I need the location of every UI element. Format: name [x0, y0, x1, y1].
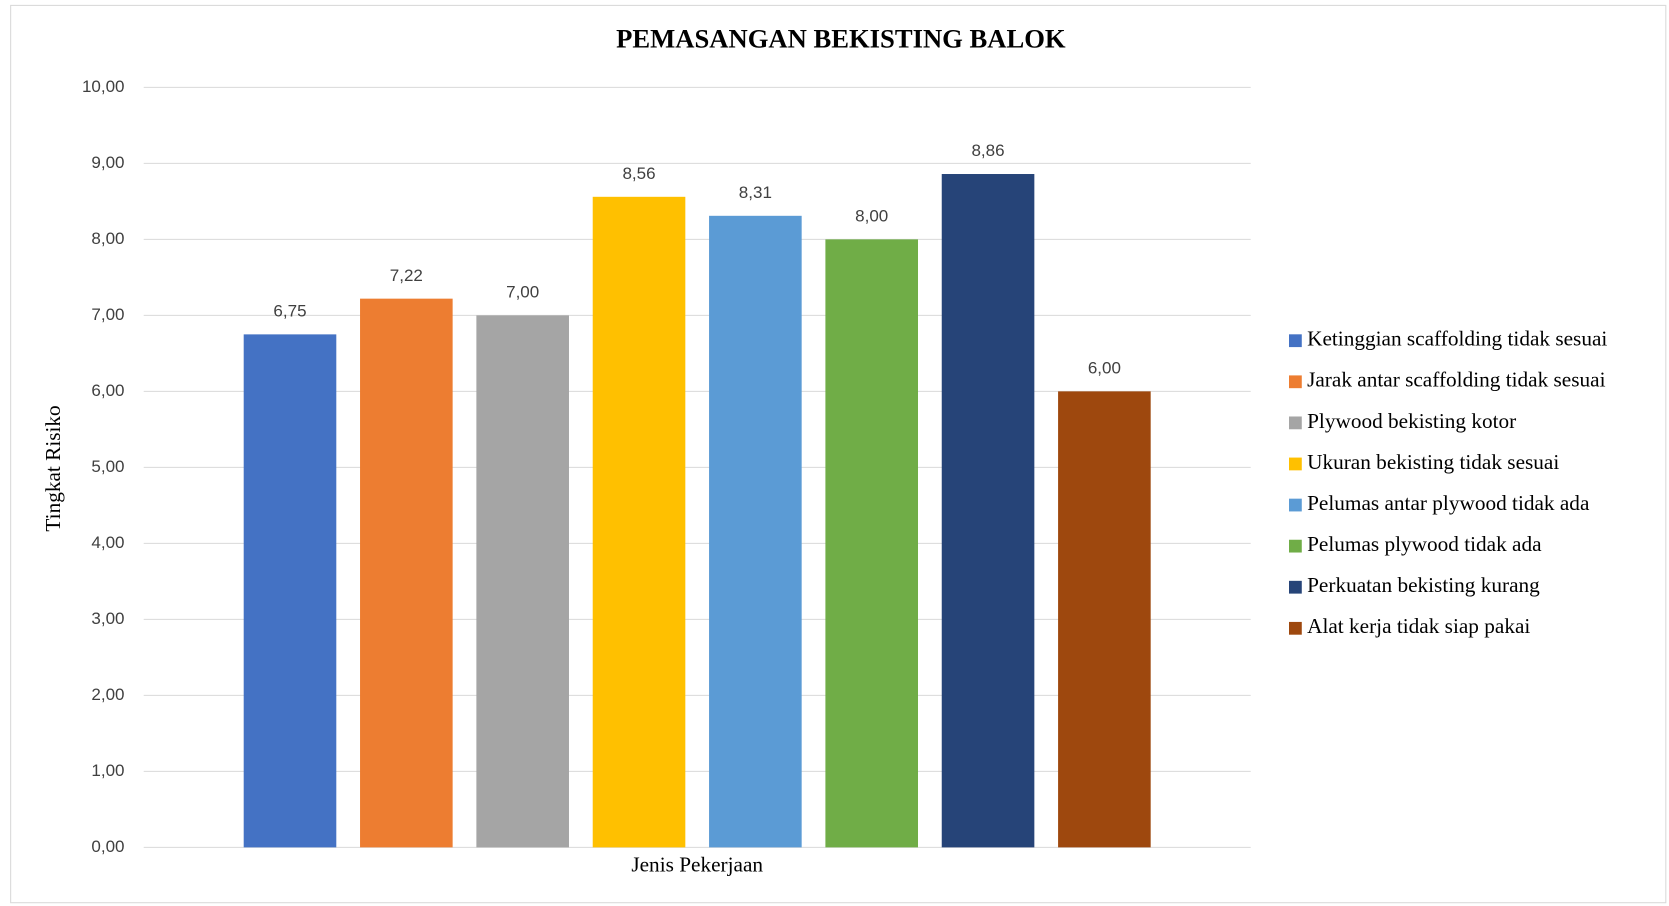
data-label: 8,31 — [739, 183, 772, 202]
legend-label: Ukuran bekisting tidak sesuai — [1307, 450, 1559, 474]
y-tick-label: 3,00 — [91, 609, 124, 628]
y-tick-label: 5,00 — [91, 457, 124, 476]
y-tick-label: 10,00 — [82, 77, 125, 96]
legend-label: Ketinggian scaffolding tidak sesuai — [1307, 327, 1607, 351]
data-label: 8,00 — [855, 207, 888, 226]
bar — [592, 196, 686, 848]
legend-swatch — [1289, 580, 1302, 594]
legend-label: Jarak antar scaffolding tidak sesuai — [1307, 368, 1605, 392]
legend-swatch — [1289, 457, 1302, 471]
legend-label: Perkuatan bekisting kurang — [1307, 573, 1540, 597]
bar — [476, 315, 569, 848]
legend-label: Alat kerja tidak siap pakai — [1307, 614, 1530, 638]
y-tick-label: 6,00 — [91, 381, 124, 400]
bar — [1058, 391, 1151, 848]
y-tick-label: 7,00 — [91, 305, 124, 324]
y-axis-title: Tingkat Risiko — [41, 405, 65, 531]
y-tick-label: 9,00 — [91, 153, 124, 172]
bar — [941, 174, 1035, 848]
legend-swatch — [1289, 621, 1302, 635]
bar — [360, 298, 453, 848]
y-tick-label: 1,00 — [91, 761, 124, 780]
data-label: 7,00 — [506, 283, 539, 302]
legend-swatch — [1289, 375, 1302, 389]
y-tick-label: 0,00 — [91, 837, 124, 856]
bar — [709, 215, 802, 848]
y-tick-label: 4,00 — [91, 533, 124, 552]
legend-swatch — [1289, 416, 1302, 430]
data-label: 8,86 — [971, 141, 1004, 160]
bar — [243, 334, 337, 848]
y-tick-label: 8,00 — [91, 229, 124, 248]
bar — [825, 239, 919, 848]
data-label: 6,75 — [273, 302, 306, 321]
legend-label: Pelumas plywood tidak ada — [1307, 532, 1542, 556]
legend-swatch — [1289, 539, 1302, 553]
data-label: 8,56 — [622, 164, 655, 183]
legend-swatch — [1289, 498, 1302, 512]
legend-label: Plywood bekisting kotor — [1307, 409, 1516, 433]
legend-swatch — [1289, 334, 1302, 348]
data-label: 6,00 — [1088, 359, 1121, 378]
x-axis-title: Jenis Pekerjaan — [631, 852, 763, 876]
y-tick-label: 2,00 — [91, 685, 124, 704]
chart-title: PEMASANGAN BEKISTING BALOK — [616, 24, 1066, 54]
legend-label: Pelumas antar plywood tidak ada — [1307, 491, 1590, 515]
data-label: 7,22 — [390, 266, 423, 285]
